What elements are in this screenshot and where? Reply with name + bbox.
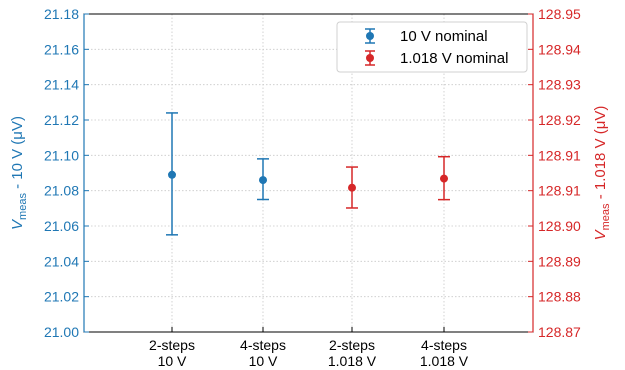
legend-marker — [366, 54, 374, 62]
left-axis-tick-label: 21.16 — [44, 41, 79, 57]
right-axis-tick-label: 128.89 — [538, 253, 581, 269]
left-axis-tick-label: 21.18 — [44, 6, 79, 22]
left-axis-tick-label: 21.02 — [44, 289, 79, 305]
right-axis-title: Vmeas - 1.018 V (μV) — [592, 106, 612, 241]
data-point — [440, 174, 448, 183]
left-axis-tick-label: 21.00 — [44, 324, 79, 340]
data-point — [259, 176, 267, 185]
data-point — [168, 170, 176, 179]
x-axis-category-label: 4-steps — [421, 337, 467, 353]
right-axis-tick-label: 128.92 — [538, 112, 581, 128]
right-axis-tick-label: 128.93 — [538, 77, 581, 93]
data-point — [348, 183, 356, 192]
legend-marker — [366, 32, 374, 40]
x-axis-category-label: 1.018 V — [420, 353, 469, 369]
legend-entry-label: 1.018 V nominal — [400, 50, 508, 67]
left-axis-title: Vmeas - 10 V (μV) — [9, 116, 29, 230]
right-axis-tick-label: 128.94 — [538, 41, 581, 57]
x-axis-category-label: 10 V — [249, 353, 278, 369]
x-axis-category-label: 2-steps — [329, 337, 375, 353]
right-axis-tick-label: 128.95 — [538, 6, 581, 22]
legend: 10 V nominal 1.018 V nominal — [336, 21, 528, 73]
left-axis-tick-label: 21.08 — [44, 183, 79, 199]
right-axis-tick-label: 128.90 — [538, 218, 581, 234]
legend-entry-label: 10 V nominal — [400, 28, 488, 45]
x-axis-category-label: 2-steps — [149, 337, 195, 353]
x-axis-category-label: 1.018 V — [328, 353, 377, 369]
left-axis-tick-label: 21.06 — [44, 218, 79, 234]
data-series — [166, 112, 450, 236]
right-axis-tick-label: 128.91 — [538, 183, 581, 199]
x-axis-category-label: 10 V — [158, 353, 187, 369]
left-axis-tick-label: 21.12 — [44, 112, 79, 128]
axes: 21.00 21.02 21.04 21.06 21.08 21.10 21.12 21.14… — [9, 6, 612, 369]
legend-box — [336, 21, 528, 73]
left-axis-tick-label: 21.10 — [44, 147, 79, 163]
right-axis-tick-label: 128.91 — [538, 147, 581, 163]
left-axis-tick-label: 21.04 — [44, 253, 79, 269]
right-axis-tick-label: 128.88 — [538, 289, 581, 305]
right-axis-tick-label: 128.87 — [538, 324, 581, 340]
x-axis-category-label: 4-steps — [240, 337, 286, 353]
left-axis-tick-label: 21.14 — [44, 77, 79, 93]
